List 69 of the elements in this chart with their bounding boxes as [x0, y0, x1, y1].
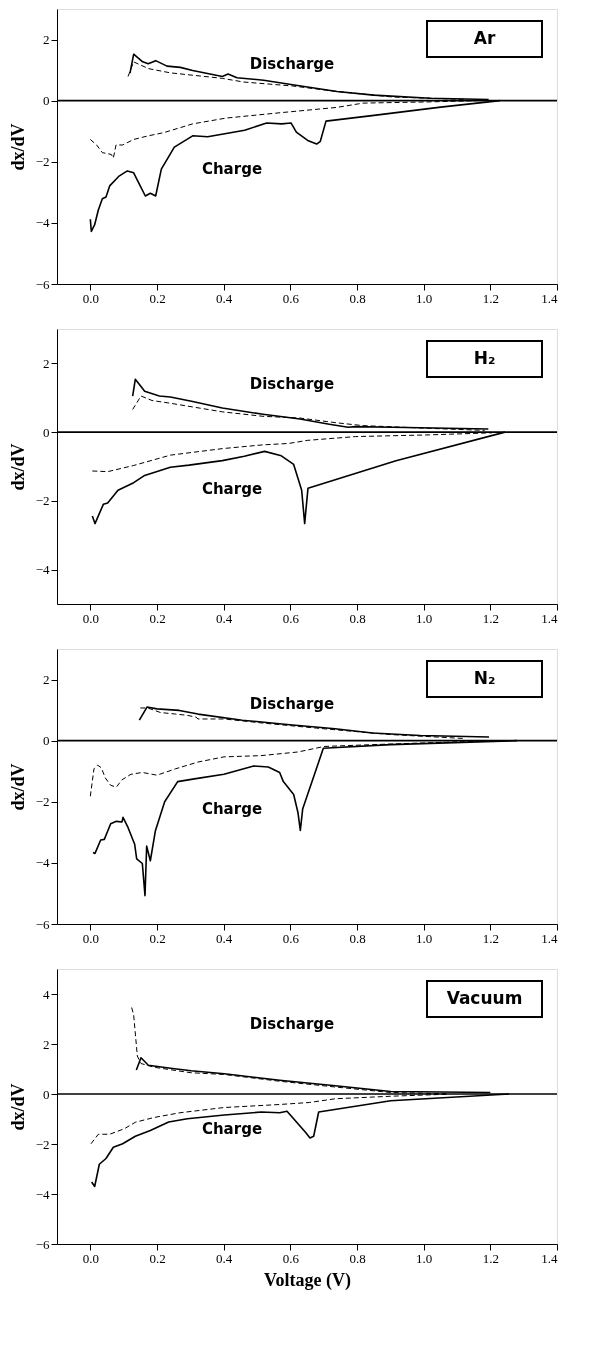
- y-tick-label: −2: [35, 1136, 50, 1152]
- x-tick-label: 1.0: [416, 610, 433, 626]
- x-tick-label: 0.0: [82, 610, 99, 626]
- y-tick-label: −4: [35, 1186, 50, 1202]
- x-axis-title: Voltage (V): [264, 1269, 351, 1291]
- annotation: Discharge: [249, 375, 335, 393]
- x-tick-label: 0.4: [216, 930, 233, 946]
- x-tick-label: 1.4: [541, 1250, 558, 1266]
- y-tick-label: 2: [43, 672, 50, 688]
- y-axis-title: dx/dV: [7, 123, 28, 171]
- y-tick-label: −4: [35, 855, 50, 871]
- x-tick-label: 0.0: [82, 290, 99, 306]
- annotation: Charge: [201, 799, 263, 818]
- y-tick-label: −6: [35, 1236, 50, 1252]
- y-tick-label: 0: [43, 424, 50, 440]
- text: Ar: [473, 28, 496, 48]
- annotation: Discharge: [249, 695, 335, 713]
- annotation: Charge: [201, 1119, 263, 1138]
- x-tick-label: 0.2: [149, 1250, 166, 1266]
- x-tick-label: 1.2: [482, 290, 499, 306]
- x-tick-label: 0.4: [216, 610, 233, 626]
- y-tick-label: 2: [43, 1036, 50, 1052]
- y-tick-label: −2: [35, 493, 50, 509]
- x-tick-label: 0.8: [349, 1250, 366, 1266]
- y-axis-title: dx/dV: [7, 763, 28, 811]
- x-tick-label: 0.8: [349, 290, 366, 306]
- annotation: Discharge: [249, 55, 335, 73]
- text: H₂: [473, 348, 496, 368]
- x-tick-label: 1.4: [541, 930, 558, 946]
- x-tick-label: 1.2: [482, 930, 499, 946]
- x-tick-label: 1.2: [482, 1250, 499, 1266]
- x-tick-label: 0.4: [216, 1250, 233, 1266]
- text: Vacuum: [446, 988, 523, 1008]
- x-tick-label: 0.2: [149, 290, 166, 306]
- x-tick-label: 1.0: [416, 930, 433, 946]
- x-tick-label: 1.4: [541, 610, 558, 626]
- x-tick-label: 0.4: [216, 290, 233, 306]
- annotation: Charge: [201, 479, 263, 498]
- annotation: Charge: [201, 159, 263, 178]
- y-axis-title: dx/dV: [7, 443, 28, 491]
- x-tick-label: 0.0: [82, 1250, 99, 1266]
- y-tick-label: 2: [43, 32, 50, 48]
- y-tick-label: 0: [43, 733, 50, 749]
- x-tick-label: 0.8: [349, 610, 366, 626]
- x-tick-label: 0.2: [149, 930, 166, 946]
- y-tick-label: −6: [35, 276, 50, 292]
- x-tick-label: 0.6: [282, 930, 300, 946]
- y-tick-label: 2: [43, 355, 50, 371]
- x-tick-label: 0.6: [282, 610, 300, 626]
- x-tick-label: 1.0: [416, 290, 433, 306]
- y-tick-label: −2: [35, 794, 50, 810]
- y-tick-label: −4: [35, 215, 50, 231]
- y-tick-label: −4: [35, 562, 50, 578]
- x-tick-label: 0.0: [82, 930, 99, 946]
- x-tick-label: 1.4: [541, 290, 558, 306]
- text: N₂: [473, 668, 496, 688]
- x-tick-label: 1.2: [482, 610, 499, 626]
- x-tick-label: 0.6: [282, 290, 300, 306]
- y-tick-label: −2: [35, 154, 50, 170]
- annotation: Discharge: [249, 1015, 335, 1033]
- x-tick-label: 0.8: [349, 930, 366, 946]
- x-tick-label: 0.6: [282, 1250, 300, 1266]
- y-tick-label: 0: [43, 93, 50, 109]
- y-tick-label: −6: [35, 916, 50, 932]
- y-tick-label: 4: [43, 986, 50, 1002]
- y-tick-label: 0: [43, 1086, 50, 1102]
- x-tick-label: 0.2: [149, 610, 166, 626]
- y-axis-title: dx/dV: [7, 1083, 28, 1131]
- x-tick-label: 1.0: [416, 1250, 433, 1266]
